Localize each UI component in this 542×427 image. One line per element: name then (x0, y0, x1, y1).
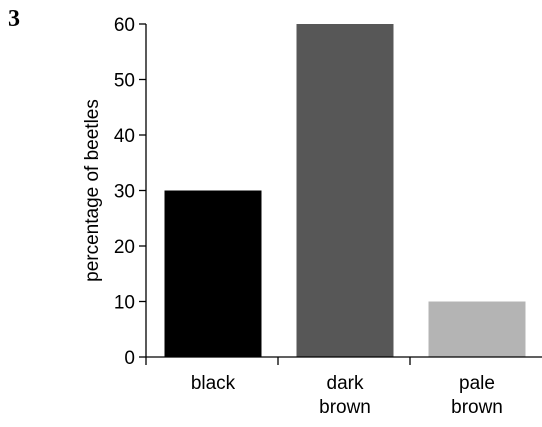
y-tick-label: 0 (124, 348, 135, 369)
question-number: 3 (8, 6, 20, 32)
x-category-label: brown (319, 397, 371, 418)
y-tick-label: 20 (114, 237, 135, 258)
y-axis-title: percentage of beetles (82, 99, 103, 282)
y-tick-label: 30 (114, 182, 135, 203)
x-axis: black dark brown pale brown (145, 356, 542, 418)
y-tick-label: 40 (114, 126, 135, 147)
bar-pale-brown (428, 301, 526, 357)
bars-group (164, 24, 526, 357)
bar-black (164, 190, 262, 357)
x-category-label: brown (451, 397, 503, 418)
y-tick-label: 10 (114, 293, 135, 314)
y-tick-label: 60 (114, 15, 135, 36)
x-category-label: black (191, 373, 236, 394)
y-axis: 0 10 20 30 40 50 60 (114, 15, 147, 369)
x-category-label: dark (327, 373, 364, 394)
y-tick-label: 50 (114, 71, 135, 92)
bar-dark-brown (296, 24, 394, 357)
x-category-label: pale (459, 373, 495, 394)
